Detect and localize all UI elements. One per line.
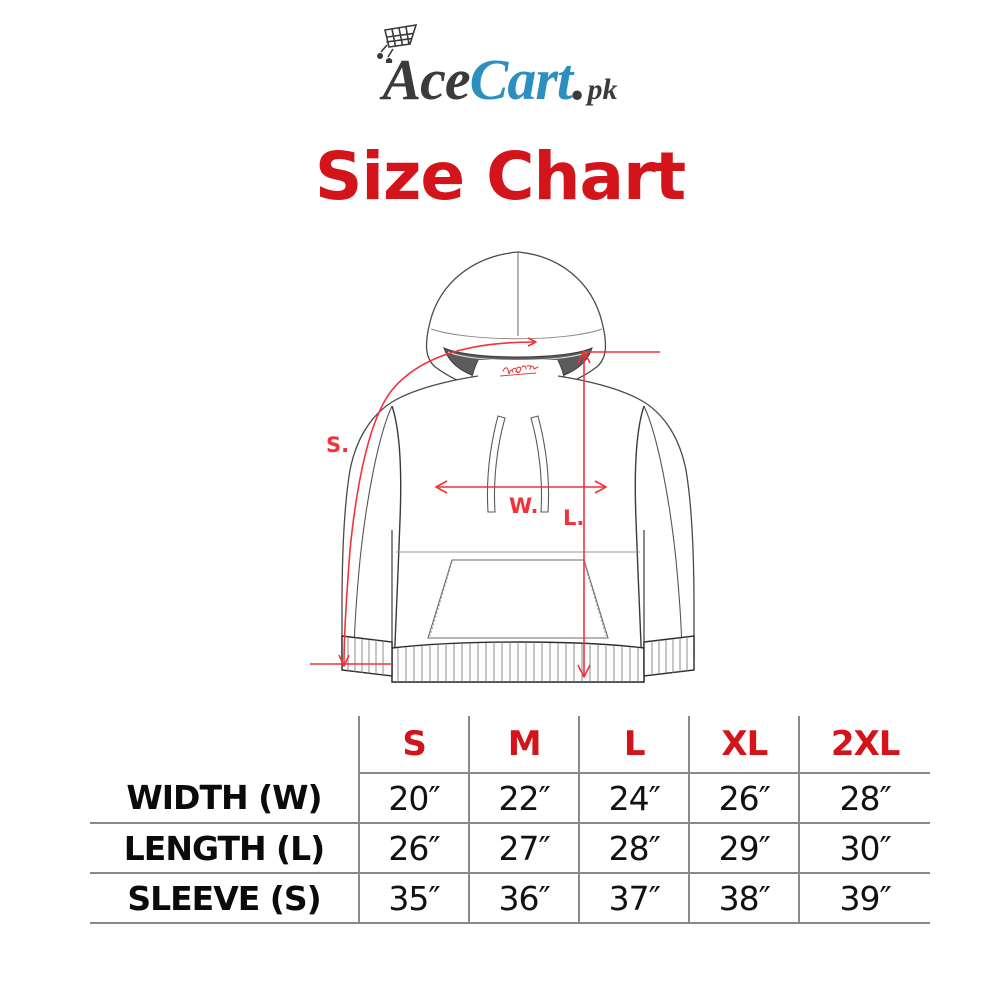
hoodie-illustration: S. W. L. [310, 251, 695, 683]
right-sleeve-seam [643, 405, 683, 661]
cell-length-xl: 29″ [689, 823, 801, 874]
table-header-s: S [359, 716, 471, 774]
table-row: SLEEVE (S) 35″ 36″ 37″ 38″ 39″ [90, 873, 930, 924]
table-header-xl: XL [689, 716, 801, 774]
page-title: Size Chart [314, 138, 686, 215]
cell-length-l: 28″ [579, 823, 691, 874]
table-header-row: S M L XL 2XL [90, 716, 930, 774]
cell-length-m: 27″ [469, 823, 581, 874]
cell-width-s: 20″ [359, 773, 471, 824]
sleeve-arrow-head-top [527, 337, 537, 347]
length-arrow-head-top [577, 350, 591, 364]
row-label-sleeve: SLEEVE (S) [90, 873, 361, 924]
table-header-2xl: 2XL [799, 716, 930, 774]
cell-sleeve-2xl: 39″ [799, 873, 930, 924]
table-row: LENGTH (L) 26″ 27″ 28″ 29″ 30″ [90, 823, 930, 874]
pocket-opening-right [583, 561, 607, 637]
cell-width-m: 22″ [469, 773, 581, 824]
row-label-width: WIDTH (W) [90, 773, 361, 824]
cell-sleeve-xl: 38″ [689, 873, 801, 924]
logo-text-pk: pk [587, 73, 618, 106]
cell-sleeve-m: 36″ [469, 873, 581, 924]
length-label: L. [563, 506, 584, 530]
collar-brand-script [499, 365, 539, 377]
right-cuff [643, 635, 695, 677]
brand-logo: Ace Cart. pk [0, 24, 1000, 116]
table-row: WIDTH (W) 20″ 22″ 24″ 26″ 28″ [90, 773, 930, 824]
drawstrings [486, 415, 550, 513]
hem-ribbing [391, 641, 645, 683]
table-corner-cell [90, 716, 361, 773]
length-arrow-head-bottom [577, 664, 591, 678]
measurement-annotations [310, 337, 660, 678]
kangaroo-pocket [427, 559, 609, 639]
left-sleeve-seam [353, 405, 393, 661]
cell-sleeve-s: 35″ [359, 873, 471, 924]
logo-dot: . [572, 47, 587, 112]
measurement-labels: S. W. L. [326, 433, 584, 530]
hood-brim-band [430, 328, 603, 340]
cell-width-l: 24″ [579, 773, 691, 824]
right-armhole [634, 405, 645, 669]
cell-length-s: 26″ [359, 823, 471, 874]
sleeve-label: S. [326, 433, 349, 457]
width-label: W. [509, 494, 538, 518]
cell-sleeve-l: 37″ [579, 873, 691, 924]
width-arrow-head-left [435, 480, 448, 494]
size-chart-table: S M L XL 2XL WIDTH (W) 20″ 22″ 24″ 26″ 2… [90, 716, 930, 924]
logo-text-cart: Cart [469, 47, 573, 112]
width-arrow-head-right [594, 480, 607, 494]
cell-width-xl: 26″ [689, 773, 801, 824]
cell-length-2xl: 30″ [799, 823, 930, 874]
pocket-opening-left [429, 561, 453, 637]
left-cuff [341, 635, 393, 677]
left-armhole [391, 405, 402, 669]
row-label-length: LENGTH (L) [90, 823, 361, 874]
table-header-l: L [579, 716, 691, 774]
sleeve-arrow-head-bottom [338, 654, 350, 667]
table-header-m: M [469, 716, 581, 774]
cell-width-2xl: 28″ [799, 773, 930, 824]
sleeve-measure-line [343, 341, 535, 665]
logo-text-ace: Ace [382, 47, 470, 112]
hoodie-garment [341, 251, 695, 683]
shopping-cart-icon [377, 24, 418, 63]
